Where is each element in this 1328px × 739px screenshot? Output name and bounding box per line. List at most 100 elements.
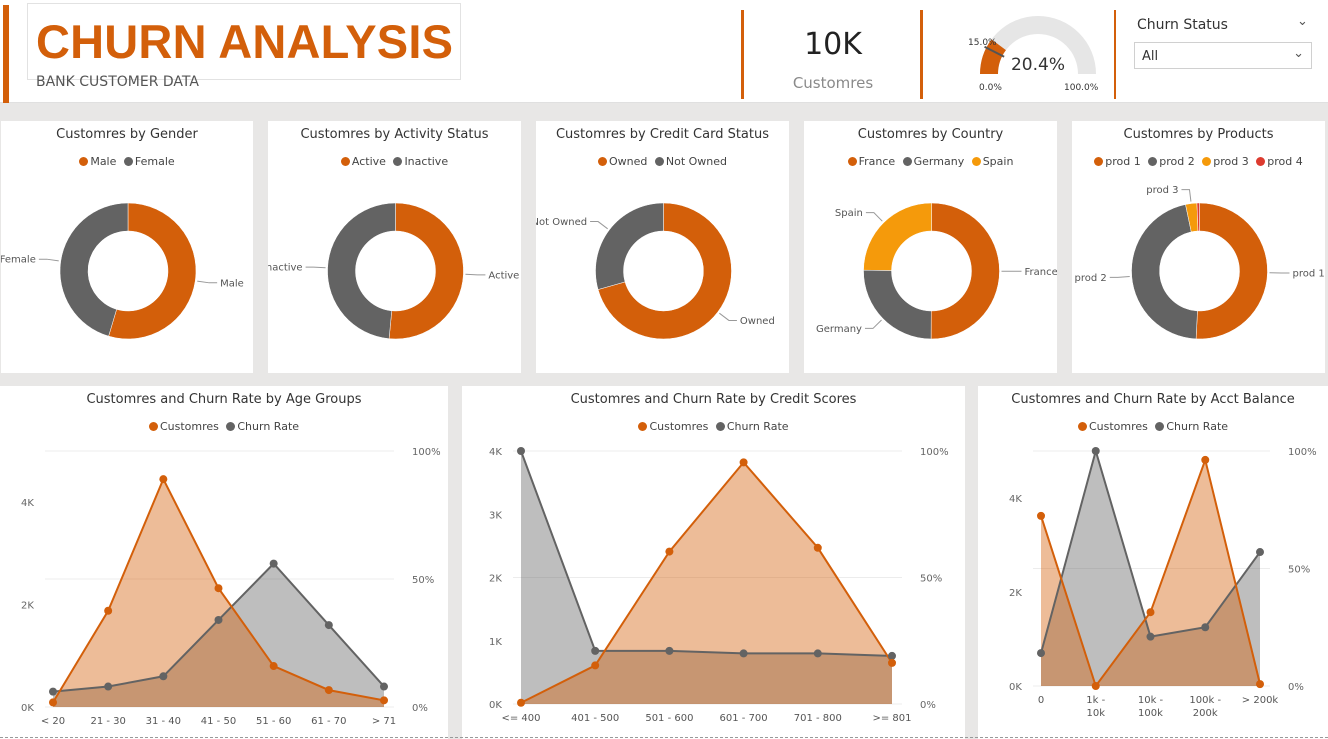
customers-point[interactable] bbox=[104, 606, 113, 615]
card-title: Customres and Churn Rate by Acct Balance bbox=[1011, 392, 1295, 407]
donut-slice[interactable] bbox=[930, 202, 1000, 340]
left-axis-tick-label: 0K bbox=[1009, 682, 1022, 693]
customers-point[interactable] bbox=[591, 661, 600, 670]
churn-status-dropdown[interactable]: All ⌄ bbox=[1134, 42, 1312, 69]
customers-point[interactable] bbox=[665, 547, 674, 556]
churn-rate-gauge[interactable]: 20.4% 15.0% 0.0% 100.0% bbox=[960, 8, 1110, 100]
churn-rate-point[interactable] bbox=[159, 672, 168, 681]
legend-item[interactable]: Inactive bbox=[393, 155, 448, 168]
churn-rate-point[interactable] bbox=[324, 621, 333, 630]
slicer-collapse-chevron-icon[interactable]: ⌄ bbox=[1297, 14, 1308, 29]
legend-item[interactable]: Customres bbox=[148, 420, 219, 433]
legend-item[interactable]: prod 4 bbox=[1256, 155, 1303, 168]
legend-item[interactable]: Churn Rate bbox=[1155, 420, 1228, 433]
products-donut-card[interactable]: Customres by Products prod 1 prod 2 prod… bbox=[1072, 121, 1325, 373]
customers-point[interactable] bbox=[159, 475, 168, 484]
churn-rate-point[interactable] bbox=[49, 687, 57, 696]
legend-item[interactable]: Churn Rate bbox=[715, 420, 789, 433]
age-groups-area-card[interactable]: Customres and Churn Rate by Age Groups C… bbox=[0, 386, 448, 739]
donut-slice[interactable] bbox=[1131, 204, 1198, 340]
legend-item[interactable]: Active bbox=[340, 155, 386, 168]
gender-donut-card[interactable]: Customres by Gender Male Female Male Fema… bbox=[1, 121, 253, 373]
legend-item[interactable]: prod 2 bbox=[1148, 155, 1195, 168]
products-donut-chart[interactable]: prod 1 prod 2 prod 3 bbox=[1072, 121, 1325, 373]
churn-rate-point[interactable] bbox=[104, 682, 113, 691]
age-groups-area-chart[interactable]: 0% 50% 100% 0K 2K 4K < 20 21 - 30 31 - 40 41 - 50… bbox=[0, 386, 448, 739]
legend-label: Active bbox=[351, 155, 386, 168]
legend-item[interactable]: France bbox=[847, 155, 895, 168]
donut-leader-line bbox=[719, 312, 737, 321]
acct-balance-area-chart[interactable]: 0% 50% 100% 0K 2K 4K 0 1k - 10k 10k - 100k 100k - 20… bbox=[978, 386, 1328, 739]
churn-rate-point[interactable] bbox=[665, 646, 674, 655]
donut-slice[interactable] bbox=[59, 202, 129, 337]
country-donut-chart[interactable]: France Germany Spain bbox=[804, 121, 1057, 373]
credit-card-donut-card[interactable]: Customres by Credit Card Status Owned No… bbox=[536, 121, 789, 373]
donut-slice[interactable] bbox=[863, 202, 932, 271]
donut-slice[interactable] bbox=[1195, 202, 1268, 340]
legend-item[interactable]: Churn Rate bbox=[226, 420, 299, 433]
credit-scores-area-card[interactable]: Customres and Churn Rate by Credit Score… bbox=[462, 386, 965, 739]
churn-rate-point[interactable] bbox=[1091, 447, 1100, 455]
legend-item[interactable]: Not Owned bbox=[654, 155, 727, 168]
churn-rate-point[interactable] bbox=[269, 559, 278, 568]
x-axis-tick-label: 401 - 500 bbox=[571, 713, 619, 724]
churn-rate-point[interactable] bbox=[591, 646, 600, 655]
legend-item[interactable]: Female bbox=[123, 155, 175, 168]
churn-rate-point[interactable] bbox=[1037, 649, 1045, 658]
acct-balance-area-card[interactable]: Customres and Churn Rate by Acct Balance… bbox=[978, 386, 1328, 739]
customers-point[interactable] bbox=[813, 543, 822, 552]
legend-item[interactable]: prod 1 bbox=[1094, 155, 1141, 168]
customers-point[interactable] bbox=[269, 662, 278, 671]
activity-donut-card[interactable]: Customres by Activity Status Active Inac… bbox=[268, 121, 521, 373]
legend-item[interactable]: Germany bbox=[902, 155, 964, 168]
customers-point[interactable] bbox=[739, 458, 748, 467]
legend-item[interactable]: Male bbox=[79, 155, 116, 168]
churn-rate-point[interactable] bbox=[1201, 623, 1210, 632]
customers-point[interactable] bbox=[1037, 511, 1045, 520]
customers-point[interactable] bbox=[1146, 608, 1155, 617]
credit-card-donut-chart[interactable]: Owned Not Owned bbox=[536, 121, 789, 373]
customers-point[interactable] bbox=[517, 698, 525, 707]
legend-item[interactable]: Customres bbox=[638, 420, 708, 433]
churn-rate-point[interactable] bbox=[813, 649, 822, 658]
donut-leader-line bbox=[864, 319, 882, 329]
customers-point[interactable] bbox=[214, 584, 223, 593]
donut-slice[interactable] bbox=[388, 202, 464, 340]
legend-item[interactable]: prod 3 bbox=[1202, 155, 1249, 168]
donut-slice[interactable] bbox=[108, 202, 197, 340]
churn-rate-point[interactable] bbox=[380, 682, 388, 691]
customers-point[interactable] bbox=[1256, 680, 1264, 689]
legend-label: Inactive bbox=[404, 155, 449, 168]
legend-item[interactable]: Spain bbox=[971, 155, 1013, 168]
legend-item[interactable]: Customres bbox=[1077, 420, 1148, 433]
left-axis-tick-label: 4K bbox=[1009, 494, 1022, 505]
customers-point[interactable] bbox=[1091, 682, 1100, 690]
customers-point[interactable] bbox=[49, 698, 57, 707]
churn-rate-point[interactable] bbox=[517, 447, 525, 455]
gender-donut-chart[interactable]: Male Female bbox=[1, 121, 253, 373]
activity-donut-chart[interactable]: Active Inactive bbox=[268, 121, 521, 373]
donut-slice[interactable] bbox=[863, 269, 932, 340]
customers-point[interactable] bbox=[888, 658, 896, 667]
churn-rate-point[interactable] bbox=[214, 615, 223, 624]
donut-slice[interactable] bbox=[327, 202, 396, 339]
customers-point[interactable] bbox=[324, 686, 333, 695]
legend-item[interactable]: Owned bbox=[597, 155, 647, 168]
customers-point[interactable] bbox=[380, 696, 388, 705]
customers-point[interactable] bbox=[1201, 455, 1210, 464]
donut-leader-line bbox=[865, 212, 883, 222]
donut-data-label: Germany bbox=[816, 324, 862, 335]
credit-scores-area-chart[interactable]: 0% 50% 100% 0K 1K 2K 3K 4K <= 400 401 - 500 501 - … bbox=[462, 386, 965, 739]
churn-rate-point[interactable] bbox=[888, 651, 896, 660]
x-axis-tick-label: 100k bbox=[1138, 708, 1163, 719]
churn-rate-area bbox=[521, 451, 892, 704]
churn-rate-point[interactable] bbox=[1256, 548, 1264, 557]
donut-slice[interactable] bbox=[1196, 202, 1200, 232]
card-title: Customres and Churn Rate by Credit Score… bbox=[570, 392, 857, 407]
churn-rate-point[interactable] bbox=[739, 649, 748, 658]
right-axis-tick-label: 50% bbox=[920, 574, 942, 585]
donut-slice[interactable] bbox=[597, 202, 732, 340]
donut-slice[interactable] bbox=[595, 202, 664, 290]
churn-rate-point[interactable] bbox=[1146, 632, 1155, 641]
country-donut-card[interactable]: Customres by Country France Germany Spai… bbox=[804, 121, 1057, 373]
